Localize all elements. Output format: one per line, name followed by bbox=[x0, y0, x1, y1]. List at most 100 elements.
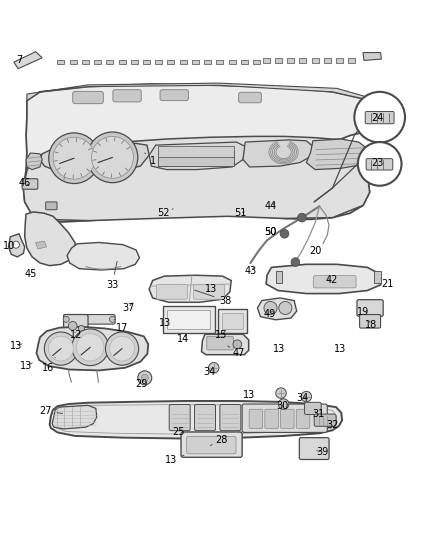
Polygon shape bbox=[36, 327, 148, 370]
Bar bbox=[222, 313, 243, 329]
Polygon shape bbox=[306, 139, 367, 169]
Polygon shape bbox=[25, 212, 76, 265]
Bar bbox=[216, 60, 223, 64]
FancyBboxPatch shape bbox=[366, 159, 393, 170]
Text: 12: 12 bbox=[70, 330, 82, 341]
Bar bbox=[192, 60, 199, 64]
Polygon shape bbox=[23, 136, 370, 221]
Circle shape bbox=[264, 302, 277, 314]
Text: 20: 20 bbox=[309, 246, 321, 256]
Text: 30: 30 bbox=[276, 401, 289, 411]
FancyBboxPatch shape bbox=[194, 405, 215, 431]
Circle shape bbox=[141, 374, 148, 381]
Text: 13: 13 bbox=[165, 455, 184, 465]
Bar bbox=[131, 60, 138, 64]
FancyBboxPatch shape bbox=[314, 414, 336, 426]
Text: 10: 10 bbox=[4, 240, 16, 251]
Text: 21: 21 bbox=[381, 279, 393, 289]
Text: 43: 43 bbox=[244, 266, 257, 276]
Text: 52: 52 bbox=[157, 208, 173, 218]
Text: 39: 39 bbox=[317, 448, 329, 457]
Bar bbox=[336, 58, 343, 62]
FancyBboxPatch shape bbox=[46, 202, 57, 210]
Circle shape bbox=[68, 321, 77, 330]
Bar bbox=[253, 60, 260, 64]
Text: 28: 28 bbox=[210, 435, 227, 446]
FancyBboxPatch shape bbox=[207, 336, 233, 350]
Bar bbox=[82, 60, 89, 64]
Circle shape bbox=[276, 388, 286, 398]
Text: 31: 31 bbox=[312, 409, 325, 419]
Polygon shape bbox=[40, 143, 149, 173]
Text: 49: 49 bbox=[263, 309, 276, 319]
Polygon shape bbox=[266, 264, 381, 294]
Circle shape bbox=[358, 142, 402, 185]
Bar bbox=[143, 60, 150, 64]
Text: 44: 44 bbox=[265, 201, 277, 211]
Polygon shape bbox=[49, 401, 342, 439]
Text: 29: 29 bbox=[135, 379, 148, 390]
Bar bbox=[275, 58, 282, 62]
Text: 13: 13 bbox=[273, 344, 286, 354]
Text: 13: 13 bbox=[10, 341, 22, 351]
Circle shape bbox=[354, 92, 405, 142]
Circle shape bbox=[72, 329, 109, 366]
Bar bbox=[204, 60, 211, 64]
Bar bbox=[263, 58, 270, 62]
Polygon shape bbox=[14, 52, 42, 69]
Polygon shape bbox=[363, 53, 381, 60]
Polygon shape bbox=[201, 334, 249, 354]
FancyBboxPatch shape bbox=[169, 405, 190, 431]
Circle shape bbox=[49, 133, 99, 183]
Text: 32: 32 bbox=[326, 421, 339, 431]
Circle shape bbox=[53, 138, 95, 179]
Text: 1: 1 bbox=[145, 153, 156, 166]
FancyBboxPatch shape bbox=[181, 432, 242, 457]
Polygon shape bbox=[52, 405, 97, 429]
FancyBboxPatch shape bbox=[265, 409, 279, 429]
FancyBboxPatch shape bbox=[160, 90, 188, 101]
FancyBboxPatch shape bbox=[357, 300, 383, 316]
Text: 17: 17 bbox=[114, 319, 128, 333]
Text: 45: 45 bbox=[24, 269, 36, 279]
Bar bbox=[276, 271, 283, 283]
Text: 18: 18 bbox=[365, 320, 377, 330]
Bar bbox=[57, 60, 64, 64]
FancyBboxPatch shape bbox=[64, 314, 88, 335]
FancyBboxPatch shape bbox=[113, 90, 141, 102]
Circle shape bbox=[63, 316, 69, 322]
Circle shape bbox=[12, 241, 19, 248]
FancyBboxPatch shape bbox=[313, 276, 356, 288]
Bar bbox=[299, 58, 306, 62]
Circle shape bbox=[208, 362, 219, 373]
Polygon shape bbox=[35, 241, 46, 249]
FancyBboxPatch shape bbox=[360, 314, 381, 328]
Bar bbox=[311, 58, 318, 62]
Polygon shape bbox=[258, 298, 297, 320]
Text: 34: 34 bbox=[203, 367, 215, 377]
FancyBboxPatch shape bbox=[194, 285, 225, 299]
Bar bbox=[229, 60, 236, 64]
FancyBboxPatch shape bbox=[365, 111, 394, 124]
Text: 47: 47 bbox=[228, 346, 245, 358]
FancyBboxPatch shape bbox=[242, 404, 327, 432]
Text: 13: 13 bbox=[205, 284, 217, 294]
Circle shape bbox=[77, 334, 104, 361]
Text: 50: 50 bbox=[264, 228, 277, 237]
Bar bbox=[374, 271, 381, 283]
Text: 7: 7 bbox=[16, 55, 28, 66]
Text: 16: 16 bbox=[42, 357, 55, 373]
Polygon shape bbox=[67, 243, 140, 270]
FancyBboxPatch shape bbox=[299, 438, 329, 459]
Circle shape bbox=[291, 258, 300, 266]
Text: 38: 38 bbox=[194, 290, 232, 305]
Text: 27: 27 bbox=[39, 406, 63, 416]
FancyBboxPatch shape bbox=[296, 409, 310, 429]
Circle shape bbox=[138, 371, 152, 385]
Circle shape bbox=[106, 332, 139, 365]
Bar bbox=[119, 60, 126, 64]
Text: 13: 13 bbox=[244, 390, 256, 400]
Circle shape bbox=[78, 326, 85, 332]
Bar bbox=[167, 310, 210, 329]
Polygon shape bbox=[9, 234, 25, 257]
